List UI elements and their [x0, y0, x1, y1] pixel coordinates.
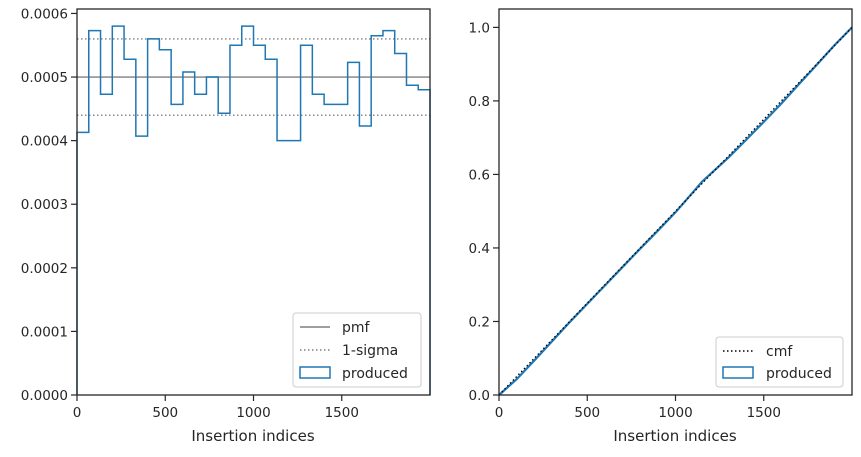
legend-label-cmf: cmf [766, 344, 793, 360]
cdf-plot-area [498, 26, 853, 396]
legend-label-produced: produced [766, 366, 832, 382]
legend-frame [715, 336, 844, 388]
legend-swatch-produced [722, 366, 754, 379]
y-tick-label: 1.0 [469, 20, 490, 36]
x-tick-label: 1500 [747, 405, 781, 421]
plot-background [499, 9, 852, 395]
x-axis-ticks: 0 500 1000 1500 [495, 395, 781, 421]
x-tick-label: 0 [495, 405, 504, 421]
y-tick-label: 0.0001 [21, 324, 68, 340]
x-axis-label: Insertion indices [191, 427, 314, 445]
x-tick-label: 0 [73, 405, 82, 421]
produced-histogram [76, 25, 431, 395]
y-axis-ticks: 0.0000 0.0001 0.0002 0.0003 0.0004 0.0005 0.00… [21, 6, 77, 404]
x-axis-ticks: 0 500 1000 1500 [73, 395, 359, 421]
histogram-panel: 0.0000 0.0001 0.0002 0.0003 0.0004 0.0005 0.00… [21, 6, 431, 445]
y-tick-label: 0.0005 [21, 70, 68, 86]
y-tick-label: 0.0004 [21, 134, 68, 150]
y-axis-ticks: 0.0 0.2 0.4 0.6 0.8 1.0 [469, 20, 499, 404]
y-tick-label: 0.4 [469, 241, 490, 257]
histogram-plot-area [76, 25, 431, 395]
legend-label-1-sigma: 1-sigma [342, 343, 398, 359]
x-tick-label: 1500 [325, 405, 359, 421]
y-tick-label: 0.8 [469, 94, 490, 110]
x-axis-label: Insertion indices [613, 427, 736, 445]
x-tick-label: 500 [152, 405, 178, 421]
produced-cdf-line [498, 26, 853, 396]
y-tick-label: 0.0000 [21, 388, 68, 404]
legend-label-pmf: pmf [342, 320, 371, 336]
y-tick-label: 0.6 [469, 167, 490, 183]
y-tick-label: 0.0002 [21, 261, 68, 277]
x-tick-label: 1000 [236, 405, 270, 421]
legend-swatch-produced [299, 366, 331, 379]
y-tick-label: 0.0 [469, 388, 490, 404]
y-tick-label: 0.2 [469, 314, 490, 330]
legend-frame [292, 312, 422, 388]
y-tick-label: 0.0003 [21, 197, 68, 213]
legend-label-produced: produced [342, 366, 408, 382]
legend: pmf 1-sigma produced [292, 312, 422, 388]
y-tick-label: 0.0006 [21, 6, 68, 22]
cdf-panel: 0.0 0.2 0.4 0.6 0.8 1.0 0 500 1000 1500 Insertio… [469, 8, 853, 445]
x-tick-label: 500 [574, 405, 600, 421]
legend: cmf produced [715, 336, 844, 388]
x-tick-label: 1000 [658, 405, 692, 421]
cmf-line [498, 26, 853, 396]
